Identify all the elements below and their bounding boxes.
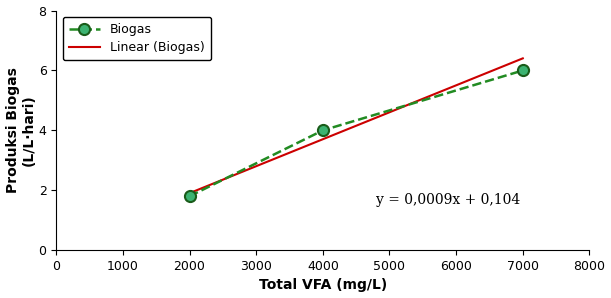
Biogas bbox=[519, 69, 527, 72]
Linear (Biogas) bbox=[519, 57, 527, 60]
Biogas bbox=[186, 195, 193, 198]
Text: y = 0,0009x + 0,104: y = 0,0009x + 0,104 bbox=[376, 193, 521, 207]
Linear (Biogas) bbox=[366, 118, 373, 122]
Line: Linear (Biogas): Linear (Biogas) bbox=[189, 58, 523, 193]
Linear (Biogas) bbox=[346, 127, 354, 130]
X-axis label: Total VFA (mg/L): Total VFA (mg/L) bbox=[258, 278, 387, 292]
Linear (Biogas) bbox=[384, 111, 392, 115]
Y-axis label: Produksi Biogas
(L/L·hari): Produksi Biogas (L/L·hari) bbox=[5, 67, 36, 193]
Linear (Biogas) bbox=[344, 127, 351, 131]
Linear (Biogas) bbox=[186, 191, 193, 195]
Linear (Biogas) bbox=[459, 81, 466, 84]
Linear (Biogas) bbox=[511, 60, 519, 63]
Line: Biogas: Biogas bbox=[184, 65, 529, 202]
Biogas bbox=[319, 128, 326, 132]
Legend: Biogas, Linear (Biogas): Biogas, Linear (Biogas) bbox=[62, 17, 211, 60]
